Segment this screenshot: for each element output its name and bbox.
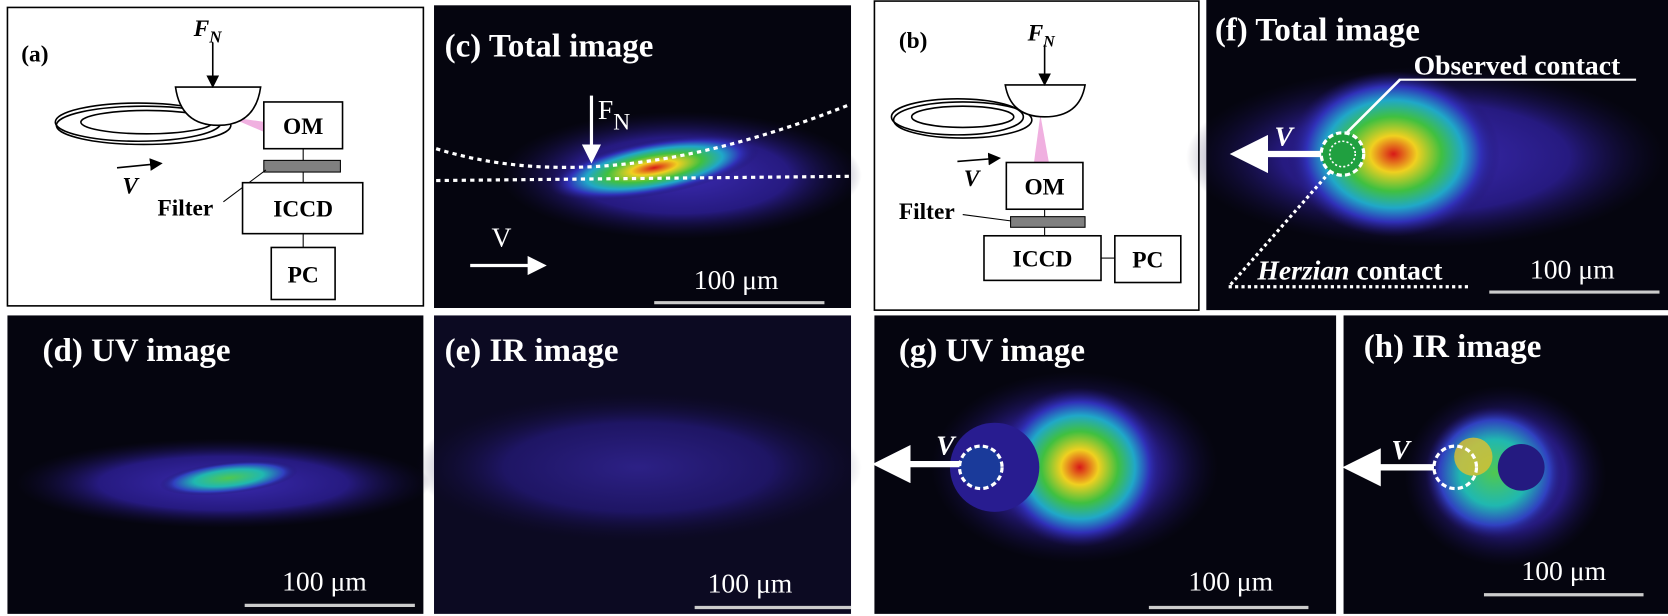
panel-title: (f) Total image bbox=[1215, 12, 1420, 48]
hertzian-contact-label: Herzian contact bbox=[1256, 254, 1443, 285]
box-label: PC bbox=[288, 263, 319, 289]
box-label: OM bbox=[283, 114, 323, 140]
velocity-label: V bbox=[1274, 121, 1295, 152]
panel-f: (f) Total image V Observed contact Herzi… bbox=[1186, 0, 1668, 310]
scale-bar-label: 100 μm bbox=[708, 568, 793, 599]
velocity-label: V bbox=[964, 166, 982, 192]
observed-contact-label: Observed contact bbox=[1414, 49, 1621, 80]
force-sub: N bbox=[1042, 34, 1055, 51]
panel-d: (d) UV image 100 μm bbox=[7, 315, 430, 613]
panel-title: (d) UV image bbox=[43, 333, 231, 369]
velocity-label: V bbox=[936, 430, 957, 461]
hertzian-rest: contact bbox=[1356, 254, 1443, 285]
panel-label: (a) bbox=[21, 42, 48, 68]
velocity-label: V bbox=[122, 173, 140, 199]
scale-bar-label: 100 μm bbox=[694, 264, 779, 295]
panel-b: (b) FN V Filter OM ICCD PC bbox=[874, 1, 1198, 310]
panel-label: (b) bbox=[899, 28, 928, 54]
scale-bar-label: 100 μm bbox=[1188, 566, 1273, 597]
panel-e: (e) IR image 100 μm bbox=[415, 315, 862, 613]
panel-h: (h) IR image V 100 μm bbox=[1344, 315, 1668, 613]
box-label: OM bbox=[1024, 174, 1064, 200]
panel-a: (a) FN V Filter OM ICCD PC bbox=[7, 7, 423, 305]
filter-label: Filter bbox=[899, 199, 955, 225]
scale-bar-label: 100 μm bbox=[282, 566, 367, 597]
scale-bar-label: 100 μm bbox=[1521, 555, 1606, 586]
box-label: ICCD bbox=[273, 197, 333, 223]
force-sub: N bbox=[613, 110, 630, 136]
panel-c: (c) Total image FN V 100 μm bbox=[434, 5, 862, 308]
panel-title: (c) Total image bbox=[445, 28, 654, 64]
box-label: PC bbox=[1132, 248, 1163, 274]
page: (a) FN V Filter OM ICCD PC (c) Total ima… bbox=[0, 0, 1668, 616]
panel-g: (g) UV image V 100 μm bbox=[874, 315, 1336, 613]
panel-title: (e) IR image bbox=[445, 333, 619, 369]
force: F bbox=[1027, 20, 1044, 46]
panel-title: (h) IR image bbox=[1364, 329, 1542, 365]
force: F bbox=[598, 94, 613, 125]
force: F bbox=[193, 16, 210, 42]
box-label: ICCD bbox=[1013, 247, 1073, 273]
figure: (a) FN V Filter OM ICCD PC (c) Total ima… bbox=[0, 0, 1668, 616]
filter-label: Filter bbox=[157, 196, 213, 222]
velocity-label: V bbox=[1391, 434, 1412, 465]
panel-title: (g) UV image bbox=[899, 333, 1085, 369]
force-sub: N bbox=[208, 27, 222, 46]
scale-bar-label: 100 μm bbox=[1530, 253, 1615, 284]
hertzian-italic: Herzian bbox=[1256, 254, 1349, 285]
velocity-label: V bbox=[491, 221, 511, 252]
